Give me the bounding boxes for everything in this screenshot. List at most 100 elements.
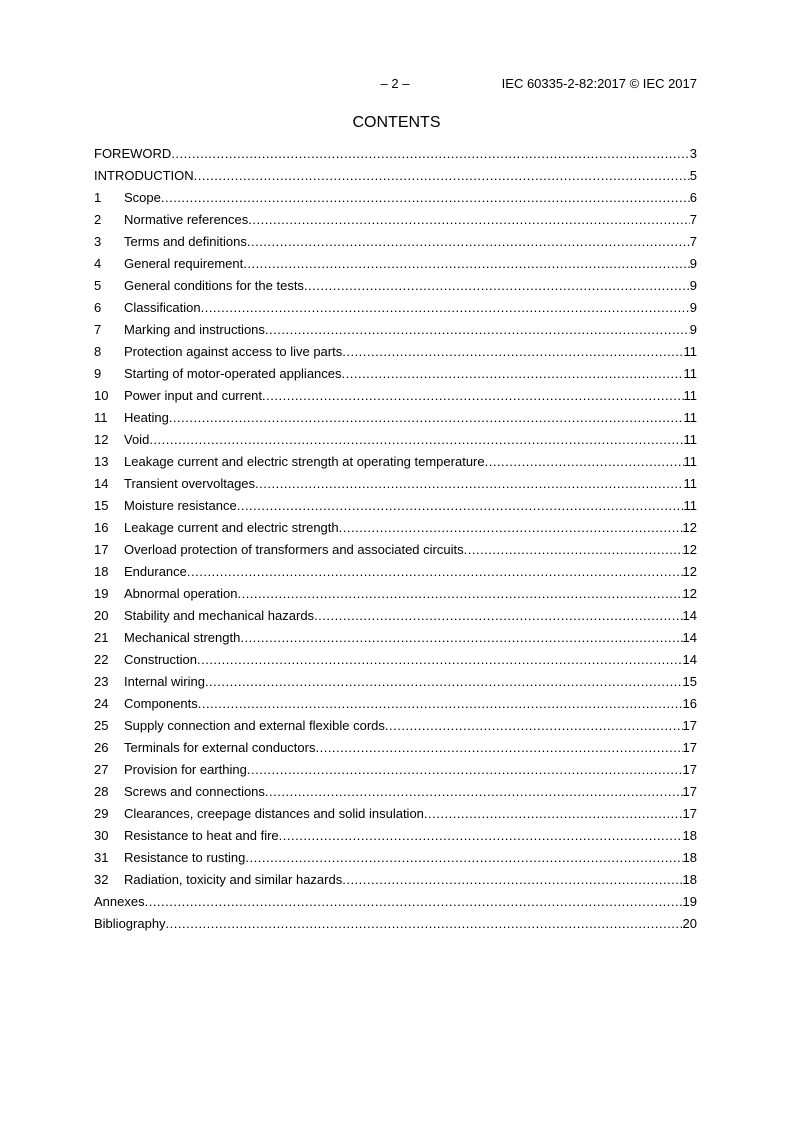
toc-entry[interactable]: 18 Endurance 12 [94,562,697,584]
toc-entry[interactable]: 14 Transient overvoltages 11 [94,474,697,496]
toc-entry[interactable]: 23 Internal wiring 15 [94,672,697,694]
toc-entry-label: Starting of motor-operated appliances [124,366,342,381]
toc-entry-page: 11 [683,410,698,425]
toc-entry[interactable]: 10 Power input and current 11 [94,386,697,408]
toc-entry[interactable]: 5 General conditions for the tests 9 [94,276,697,298]
toc-entry-page: 11 [683,432,698,447]
toc-entry[interactable]: 13 Leakage current and electric strength … [94,452,697,474]
toc-entry-number: 7 [94,322,102,337]
toc-entry-page: 19 [682,894,697,909]
toc-entry-page: 17 [682,718,697,733]
toc-entry-page: 18 [682,850,697,865]
toc-entry-number: 14 [94,476,109,491]
toc-entry[interactable]: 19 Abnormal operation 12 [94,584,697,606]
toc-entry-label: Moisture resistance [124,498,237,513]
toc-entry[interactable]: 22 Construction 14 [94,650,697,672]
toc-entry-page: 12 [682,542,697,557]
toc-entry[interactable]: 27 Provision for earthing 17 [94,760,697,782]
toc-entry-page: 11 [683,476,698,491]
toc-entry-number: 6 [94,300,102,315]
toc-entry[interactable]: 12 Void 11 [94,430,697,452]
toc-entry-number: 4 [94,256,102,271]
toc-entry-page: 3 [689,146,697,161]
dot-leader [145,892,683,911]
toc-entry[interactable]: 1 Scope 6 [94,188,697,210]
toc-entry[interactable]: Annexes 19 [94,892,697,914]
toc-entry-number: 9 [94,366,102,381]
toc-entry-label: Protection against access to live parts [124,344,343,359]
toc-entry-page: 11 [683,388,698,403]
dot-leader [424,804,683,823]
toc-entry-page: 20 [682,916,697,931]
toc-entry[interactable]: 26 Terminals for external conductors 17 [94,738,697,760]
toc-entry[interactable]: 21 Mechanical strength 14 [94,628,697,650]
dot-leader [385,716,683,735]
toc-entry-page: 17 [682,784,697,799]
toc-entry-label: Screws and connections [124,784,265,799]
toc-entry[interactable]: 8 Protection against access to live parts… [94,342,697,364]
toc-entry[interactable]: 32 Radiation, toxicity and similar hazard… [94,870,697,892]
toc-entry-label: FOREWORD [94,146,172,161]
toc-entry-label: Leakage current and electric strength [124,520,339,535]
toc-entry-number: 29 [94,806,109,821]
dot-leader [265,320,690,339]
dot-leader [279,826,683,845]
toc-entry-label: Construction [124,652,197,667]
toc-entry[interactable]: INTRODUCTION 5 [94,166,697,188]
toc-entry[interactable]: 20 Stability and mechanical hazards 14 [94,606,697,628]
toc-entry-label: Clearances, creepage distances and solid… [124,806,424,821]
toc-entry-number: 15 [94,498,109,513]
toc-entry-page: 11 [683,454,698,469]
dot-leader [247,760,683,779]
toc-entry[interactable]: 31 Resistance to rusting 18 [94,848,697,870]
toc-entry-number: 18 [94,564,109,579]
toc-entry[interactable]: 7 Marking and instructions 9 [94,320,697,342]
toc-entry[interactable]: 6 Classification 9 [94,298,697,320]
toc-entry-label: Marking and instructions [124,322,265,337]
toc-entry-number: 5 [94,278,102,293]
toc-entry-page: 12 [682,586,697,601]
dot-leader [205,672,683,691]
toc-entry[interactable]: 29 Clearances, creepage distances and sol… [94,804,697,826]
toc-entry-number: 23 [94,674,109,689]
toc-entry[interactable]: 16 Leakage current and electric strength 1… [94,518,697,540]
toc-entry-page: 15 [682,674,697,689]
dot-leader [197,650,683,669]
document-identifier: IEC 60335-2-82:2017 © IEC 2017 [501,76,697,91]
dot-leader [169,408,684,427]
toc-entry[interactable]: Bibliography 20 [94,914,697,936]
toc-entry[interactable]: FOREWORD 3 [94,144,697,166]
toc-entry[interactable]: 28 Screws and connections 17 [94,782,697,804]
toc-entry[interactable]: 17 Overload protection of transformers an… [94,540,697,562]
toc-entry-page: 14 [682,652,697,667]
toc-entry[interactable]: 2 Normative references 7 [94,210,697,232]
dot-leader [262,386,683,405]
toc-entry-page: 12 [682,564,697,579]
toc-entry-page: 11 [683,498,698,513]
toc-entry[interactable]: 25 Supply connection and external flexibl… [94,716,697,738]
toc-entry[interactable]: 15 Moisture resistance 11 [94,496,697,518]
toc-entry-label: Terms and definitions [124,234,247,249]
toc-entry-number: 3 [94,234,102,249]
toc-entry-page: 12 [682,520,697,535]
page-number: – 2 – [380,76,410,91]
toc-entry-page: 16 [682,696,697,711]
toc-entry-label: Provision for earthing [124,762,247,777]
dot-leader [187,562,683,581]
toc-entry-number: 10 [94,388,109,403]
toc-entry-label: General conditions for the tests [124,278,304,293]
toc-entry[interactable]: 24 Components 16 [94,694,697,716]
toc-entry-number: 28 [94,784,109,799]
toc-entry-page: 9 [689,256,697,271]
toc-entry[interactable]: 4 General requirement 9 [94,254,697,276]
toc-entry[interactable]: 11 Heating 11 [94,408,697,430]
dot-leader [485,452,684,471]
toc-entry[interactable]: 3 Terms and definitions 7 [94,232,697,254]
toc-entry[interactable]: 30 Resistance to heat and fire 18 [94,826,697,848]
toc-entry[interactable]: 9 Starting of motor-operated appliances 11 [94,364,697,386]
toc-entry-label: Leakage current and electric strength at… [124,454,485,469]
toc-entry-page: 11 [683,344,698,359]
toc-entry-label: Overload protection of transformers and … [124,542,464,557]
toc-entry-page: 5 [689,168,697,183]
toc-entry-number: 20 [94,608,109,623]
